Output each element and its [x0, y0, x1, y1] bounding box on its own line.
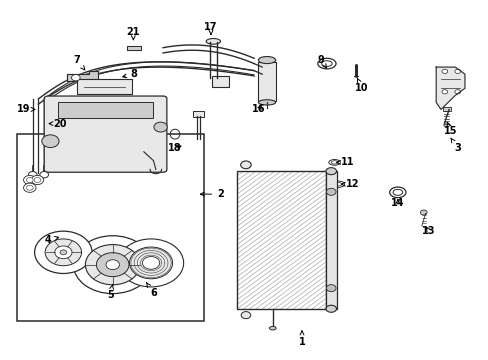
- Circle shape: [441, 90, 447, 94]
- Bar: [325, 171, 336, 309]
- Bar: [237, 171, 325, 309]
- Circle shape: [26, 177, 33, 183]
- Ellipse shape: [206, 39, 220, 44]
- Bar: [258, 62, 275, 100]
- Circle shape: [71, 75, 80, 81]
- Text: 12: 12: [341, 179, 358, 189]
- Text: 8: 8: [122, 69, 138, 79]
- Circle shape: [420, 210, 426, 215]
- Circle shape: [34, 177, 41, 183]
- Ellipse shape: [240, 161, 251, 169]
- Bar: [58, 102, 153, 118]
- Polygon shape: [127, 46, 141, 50]
- Circle shape: [443, 123, 448, 127]
- Text: 5: 5: [107, 284, 114, 300]
- Circle shape: [60, 250, 66, 255]
- Circle shape: [454, 90, 460, 94]
- Circle shape: [85, 244, 140, 285]
- Text: 9: 9: [317, 55, 326, 68]
- Ellipse shape: [321, 61, 331, 66]
- Text: 13: 13: [421, 226, 435, 236]
- Circle shape: [40, 171, 48, 178]
- Circle shape: [326, 285, 335, 292]
- Ellipse shape: [389, 187, 405, 198]
- Ellipse shape: [325, 168, 336, 175]
- Circle shape: [441, 69, 447, 73]
- Circle shape: [96, 253, 129, 277]
- Ellipse shape: [328, 159, 340, 165]
- Circle shape: [73, 236, 152, 294]
- Text: 1: 1: [298, 331, 305, 347]
- Ellipse shape: [317, 58, 335, 69]
- Text: 11: 11: [336, 157, 354, 167]
- Circle shape: [241, 312, 250, 319]
- Circle shape: [23, 175, 36, 185]
- Bar: [77, 80, 132, 94]
- Circle shape: [55, 246, 72, 259]
- Text: 15: 15: [443, 122, 456, 136]
- Ellipse shape: [330, 181, 344, 188]
- Text: 19: 19: [17, 104, 35, 114]
- Bar: [193, 111, 203, 117]
- Polygon shape: [67, 71, 98, 81]
- Text: 2: 2: [200, 189, 224, 199]
- Ellipse shape: [333, 183, 341, 186]
- Text: 4: 4: [44, 235, 59, 245]
- Text: 20: 20: [49, 118, 67, 129]
- Text: 14: 14: [390, 198, 404, 208]
- Circle shape: [154, 122, 167, 132]
- Ellipse shape: [392, 189, 402, 195]
- Text: 16: 16: [252, 104, 265, 114]
- Circle shape: [142, 257, 160, 269]
- Polygon shape: [435, 67, 464, 109]
- Ellipse shape: [258, 57, 275, 64]
- Circle shape: [106, 260, 119, 270]
- Bar: [211, 76, 229, 86]
- Ellipse shape: [258, 100, 275, 105]
- Bar: [237, 171, 325, 309]
- Circle shape: [45, 239, 81, 266]
- Bar: [17, 134, 203, 321]
- Text: 21: 21: [126, 27, 140, 40]
- Text: 18: 18: [168, 143, 182, 153]
- Circle shape: [26, 185, 33, 190]
- Text: 3: 3: [450, 138, 460, 153]
- Ellipse shape: [269, 327, 276, 330]
- Circle shape: [129, 247, 172, 279]
- Text: 6: 6: [146, 283, 157, 298]
- Ellipse shape: [330, 161, 337, 164]
- FancyBboxPatch shape: [44, 96, 166, 172]
- Circle shape: [326, 188, 335, 195]
- Circle shape: [31, 175, 43, 185]
- Circle shape: [41, 135, 59, 148]
- Text: 7: 7: [73, 55, 85, 70]
- Text: 10: 10: [354, 78, 368, 93]
- Circle shape: [35, 231, 92, 274]
- Circle shape: [23, 183, 36, 192]
- Circle shape: [118, 239, 183, 287]
- Bar: [194, 138, 202, 142]
- Circle shape: [28, 171, 37, 178]
- Circle shape: [454, 69, 460, 73]
- Text: 17: 17: [204, 22, 217, 35]
- Ellipse shape: [325, 305, 336, 312]
- Bar: [442, 107, 449, 111]
